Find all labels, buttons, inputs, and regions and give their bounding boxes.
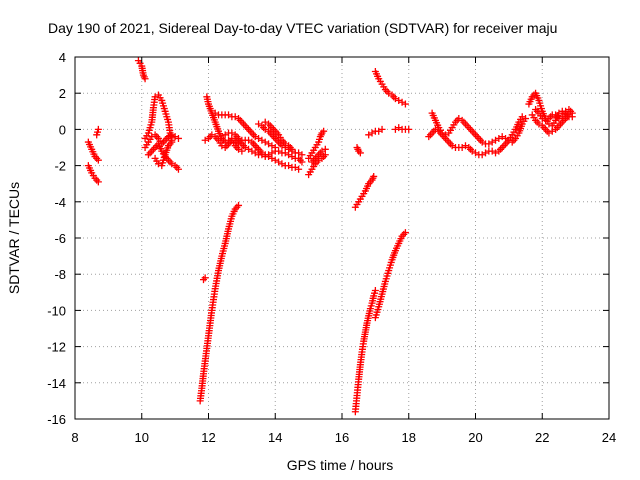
x-tick-label: 14 <box>268 430 282 445</box>
series-arc-19a <box>428 109 530 148</box>
y-tick-label: 4 <box>59 50 66 65</box>
series-arc-16.5b <box>353 144 364 157</box>
data-point <box>518 113 526 121</box>
series-arc-17a <box>365 125 386 139</box>
series-arc-18 <box>391 124 413 133</box>
chart-title: Day 190 of 2021, Sidereal Day-to-day VTE… <box>48 20 557 36</box>
data-point <box>168 138 176 146</box>
series-arc-12b <box>201 131 246 155</box>
series-arc-10e <box>151 138 176 170</box>
data-marks <box>84 57 576 416</box>
y-tick-label: -16 <box>47 412 66 427</box>
data-point <box>568 109 576 117</box>
data-point <box>174 134 182 142</box>
series-arc-11.8a <box>199 274 209 284</box>
data-point <box>321 145 329 153</box>
y-axis-title: SDTVAR / TECUs <box>6 182 22 294</box>
x-tick-label: 24 <box>602 430 616 445</box>
data-point <box>371 286 379 294</box>
data-point <box>94 125 102 133</box>
series-arc-12c <box>211 109 279 151</box>
data-point <box>174 165 182 173</box>
series-arc-15c <box>308 145 329 166</box>
data-point <box>141 75 149 83</box>
data-point <box>356 149 364 157</box>
data-point <box>94 178 102 186</box>
y-tick-label: -12 <box>47 340 66 355</box>
y-tick-label: -14 <box>47 376 66 391</box>
y-tick-label: -10 <box>47 303 66 318</box>
series-arc-17c <box>371 229 409 322</box>
data-point <box>235 201 243 209</box>
x-tick-label: 8 <box>71 430 78 445</box>
series-arc-16.5c <box>351 286 379 416</box>
data-point <box>298 151 306 159</box>
data-point <box>298 158 306 166</box>
y-tick-label: -6 <box>54 231 66 246</box>
series-arc-17b <box>371 67 409 108</box>
series-arc-8.5a <box>84 138 102 164</box>
series-arc-15b <box>305 127 328 162</box>
series-arc-13a <box>235 136 303 173</box>
data-point <box>94 156 102 164</box>
series-arc-16.5a <box>351 172 378 211</box>
x-tick-label: 10 <box>135 430 149 445</box>
data-point <box>370 172 378 180</box>
series-arc-8.7 <box>93 125 102 139</box>
data-point <box>288 145 296 153</box>
data-point <box>401 229 409 237</box>
x-tick-label: 12 <box>201 430 215 445</box>
x-tick-label: 22 <box>535 430 549 445</box>
series-arc-19b <box>425 113 526 159</box>
series-arc-10c <box>141 131 182 151</box>
data-point <box>405 125 413 133</box>
series-arc-21.8c <box>532 105 576 124</box>
data-point <box>295 165 303 173</box>
y-tick-label: -2 <box>54 159 66 174</box>
y-tick-label: -4 <box>54 195 66 210</box>
y-tick-label: 2 <box>59 86 66 101</box>
series-arc-11.8b <box>196 201 243 405</box>
series-arc-8.5b <box>84 162 102 186</box>
x-tick-label: 20 <box>468 430 482 445</box>
data-point <box>238 147 246 155</box>
x-tick-label: 18 <box>402 430 416 445</box>
x-tick-label: 16 <box>335 430 349 445</box>
data-point <box>201 274 209 282</box>
x-axis-title: GPS time / hours <box>287 457 394 473</box>
y-tick-label: 0 <box>59 122 66 137</box>
y-tick-label: -8 <box>54 267 66 282</box>
data-point <box>320 127 328 135</box>
data-point <box>378 125 386 133</box>
series-arc-10a <box>134 57 149 83</box>
grid-layer <box>75 57 609 419</box>
series-arc-13c <box>261 118 296 153</box>
data-point <box>401 100 409 108</box>
